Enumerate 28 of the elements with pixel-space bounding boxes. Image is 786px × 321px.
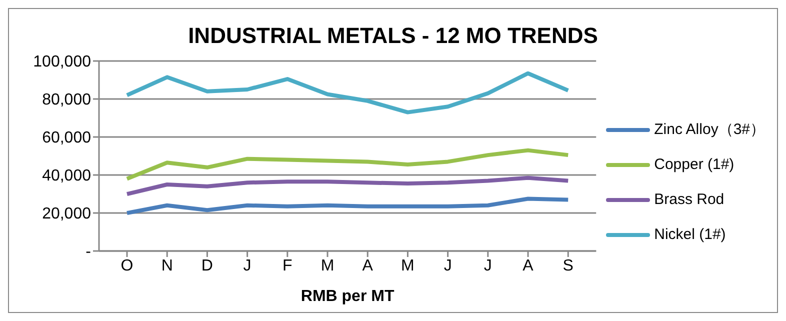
x-axis-title: RMB per MT: [300, 288, 394, 305]
x-tick-label: A: [362, 257, 374, 274]
y-tick-label: 100,000: [33, 54, 92, 71]
legend-label: Nickel (1#): [654, 226, 726, 243]
y-tick-label: 80,000: [42, 92, 92, 109]
line-series: [125, 71, 570, 114]
x-tick-label: S: [562, 257, 574, 274]
y-tick-label: -: [86, 244, 91, 261]
x-tick-label: M: [320, 257, 334, 274]
line-series: [125, 196, 570, 215]
x-tick-label: F: [282, 257, 293, 274]
y-tick-label: 40,000: [42, 168, 92, 185]
line-series: [125, 148, 570, 181]
x-tick-label: M: [401, 257, 414, 274]
x-tick-label: J: [484, 257, 492, 274]
legend-label: Copper (1#): [654, 156, 734, 173]
x-tick-label: N: [161, 257, 173, 274]
y-tick-label: 60,000: [42, 130, 92, 147]
chart-title: INDUSTRIAL METALS - 12 MO TRENDS: [187, 23, 599, 50]
x-tick-label: O: [120, 257, 134, 274]
legend-label: Brass Rod: [654, 191, 724, 208]
x-tick-label: D: [201, 257, 213, 274]
x-tick-label: J: [243, 257, 252, 274]
y-tick-label: 20,000: [42, 206, 92, 223]
line-series: [125, 176, 570, 196]
legend-label: Zinc Alloy（3#）: [654, 120, 765, 139]
x-tick-label: J: [444, 257, 452, 274]
x-tick-label: A: [522, 257, 534, 274]
